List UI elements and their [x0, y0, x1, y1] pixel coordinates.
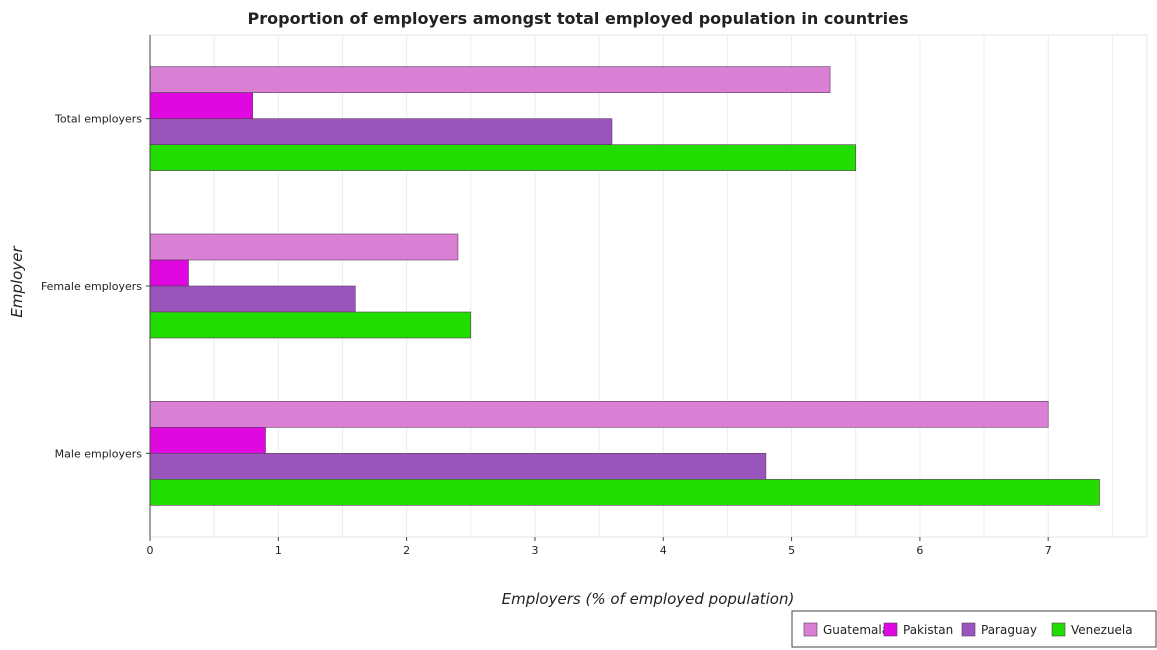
chart-title: Proportion of employers amongst total em… — [248, 9, 909, 28]
bar — [149, 144, 857, 171]
x-tick-label: 5 — [788, 544, 795, 557]
category-label: Total employers — [54, 113, 142, 126]
bar — [149, 259, 189, 287]
legend-label: Paraguay — [981, 623, 1037, 637]
y-axis-label: Employer — [8, 246, 26, 318]
legend-swatch — [883, 622, 898, 637]
category-label: Male employers — [55, 447, 143, 460]
bar — [149, 233, 459, 261]
x-tick-label: 2 — [403, 544, 410, 557]
x-tick-label: 1 — [275, 544, 282, 557]
bar — [149, 285, 356, 313]
bar — [149, 479, 1100, 506]
x-tick-label: 6 — [916, 544, 923, 557]
legend-swatch — [803, 622, 818, 637]
legend-label: Guatemala — [823, 623, 889, 637]
bar — [149, 118, 613, 145]
x-tick-label: 3 — [531, 544, 538, 557]
y-axis-categories: Total employers Female employers Male empl… — [41, 113, 150, 460]
bar — [149, 453, 767, 480]
bar — [149, 92, 253, 119]
bars — [149, 66, 1100, 506]
category-label: Female employers — [41, 280, 142, 293]
bar — [149, 427, 266, 454]
bar — [149, 311, 472, 339]
bar — [149, 401, 1049, 428]
x-tick-label: 7 — [1045, 544, 1052, 557]
bar — [149, 66, 831, 93]
x-tick-label: 4 — [660, 544, 667, 557]
x-axis-label: Employers (% of employed population) — [502, 590, 795, 608]
legend-label: Pakistan — [903, 623, 953, 637]
legend-swatch — [961, 622, 976, 637]
x-tick-label: 0 — [147, 544, 154, 557]
legend-swatch — [1051, 622, 1066, 637]
legend-label: Venezuela — [1071, 623, 1133, 637]
legend: Guatemala Pakistan Paraguay Venezuela — [791, 610, 1157, 648]
